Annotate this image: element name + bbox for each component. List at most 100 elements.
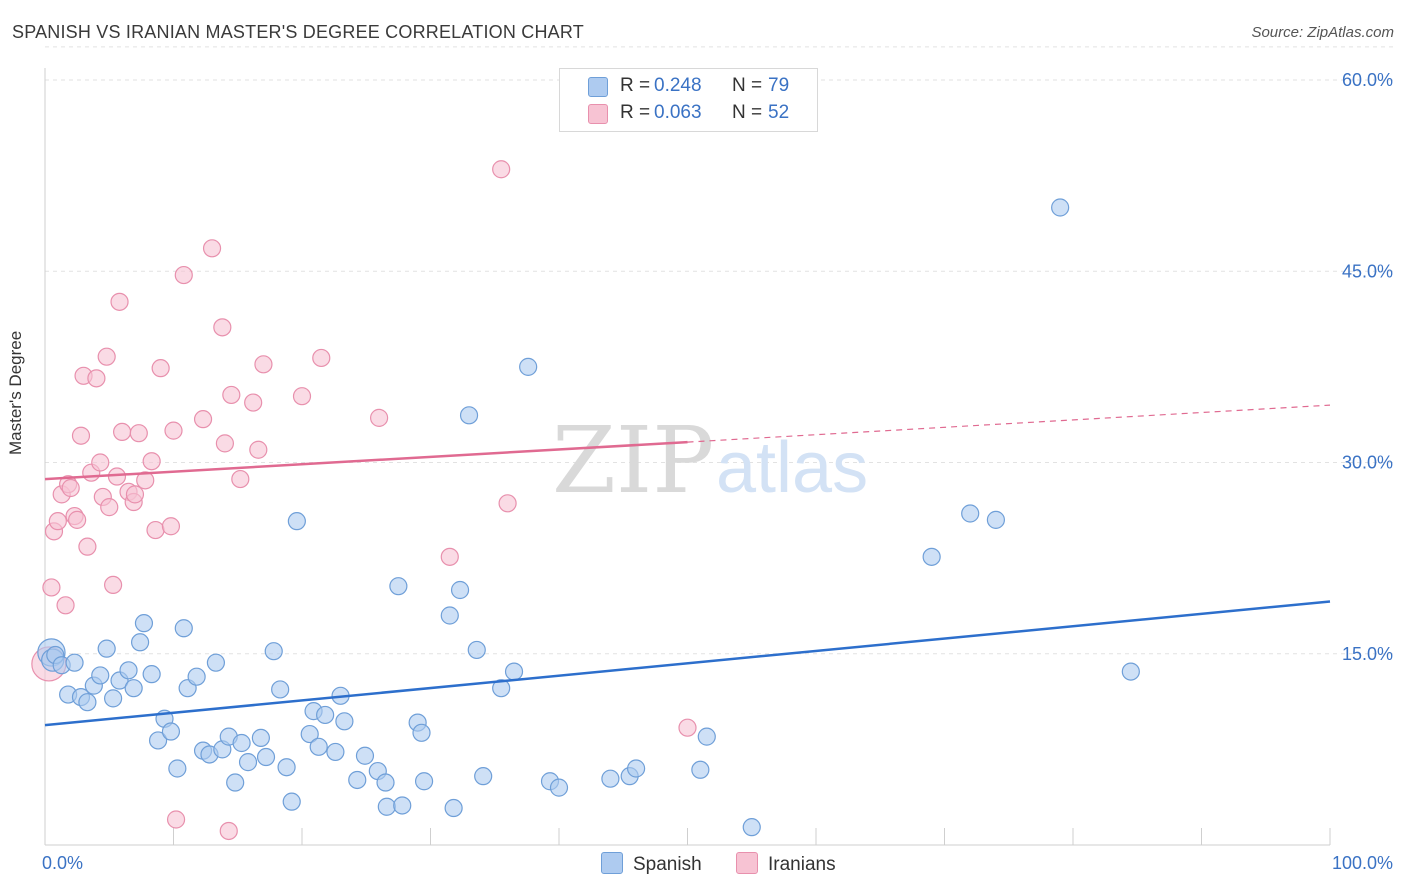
chart-title: SPANISH VS IRANIAN MASTER'S DEGREE CORRE… [12,22,584,42]
spanish-point [282,792,301,811]
spanish-point [467,640,486,660]
y-tick-label: 60.0% [1342,70,1393,90]
spanish-point [287,512,306,531]
spanish-point [326,742,345,762]
spanish-point [474,767,493,786]
iranians-point [142,452,161,471]
iranians-point [61,478,80,498]
iranians-point [231,469,250,489]
spanish-point [389,577,408,596]
stats-legend: R = 0.248 N = 79 R = 0.063 N = 52 [559,68,818,132]
spanish-point [697,727,716,746]
iranians-point [125,485,145,504]
iranians-trend-line [44,440,688,481]
spanish-point [206,653,226,672]
series-legend-label: Iranians [768,854,836,875]
spanish-point [961,504,980,523]
spanish-point [174,619,193,638]
spanish-point [986,510,1006,529]
spanish-point [601,769,620,788]
legend-r-label: R = [620,102,651,123]
gridlines [45,46,1395,655]
spanish-point [251,728,270,748]
spanish-point [309,737,328,756]
iranians-point [440,547,459,566]
series-legend-spanish[interactable]: Spanish [601,852,702,876]
iranians-point [678,718,697,737]
spanish-point [335,712,354,731]
iranians-swatch [736,852,758,874]
iranians-point [56,596,75,615]
iranians-point [48,512,67,531]
spanish-point [232,733,251,753]
x-tick-labels: 0.0% 100.0% [42,853,1393,873]
iranians-point [78,537,97,556]
spanish-point [1051,198,1070,217]
spanish-point [226,773,245,792]
y-tick-label: 15.0% [1342,644,1393,664]
series-legend-iranians[interactable]: Iranians [736,852,836,876]
spanish-point [414,772,434,791]
spanish-point [148,731,168,750]
iranians-point [215,434,234,453]
spanish-swatch [601,852,623,874]
spanish-point [440,606,459,625]
spanish-point [161,722,181,741]
iranians-point [174,265,193,285]
iranians-point [129,424,148,443]
spanish-point [691,760,710,779]
spanish-point [412,723,431,742]
iranians-point [492,160,511,179]
spanish-point [124,679,143,698]
iranians-point [254,355,273,374]
iranians-point [166,810,186,829]
iranians-point [202,239,222,258]
x-tick-label: 100.0% [1332,853,1393,873]
y-tick-label: 30.0% [1342,453,1393,473]
spanish-point [626,759,646,778]
iranians-point [498,494,517,513]
iranians-point [87,369,106,388]
iranians-point [68,510,87,529]
iranians-point [71,426,91,445]
spanish-point [271,680,290,699]
spanish-point [450,580,470,600]
iranians-point [244,393,263,412]
spanish-point [376,773,395,792]
iranians-point [222,385,241,405]
spanish-point [316,705,335,725]
spanish-point [119,661,138,680]
spanish-point [504,662,524,681]
axes [44,68,1331,846]
spanish-point [277,758,296,777]
spanish-point [459,406,479,425]
spanish-point [134,614,154,633]
spanish-point [65,653,84,672]
spanish-point [300,724,319,744]
spanish-point [492,679,511,698]
iranians-point [146,520,165,540]
iranians-point [292,387,312,406]
spanish-point [130,633,150,652]
iranians-point [213,318,232,337]
legend-r-value: 0.248 [654,75,702,96]
spanish-point [256,747,276,767]
spanish-point [377,797,396,816]
spanish-point [187,667,206,686]
spanish-points [37,198,1140,837]
iranians-swatch [588,104,608,124]
legend-n-label: N = [732,102,763,123]
iranians-point [42,578,61,597]
y-axis-label: Master's Degree [6,330,25,455]
series-legend-label: Spanish [633,854,702,875]
iranians-point [161,517,181,536]
spanish-point [142,665,161,684]
trend-lines [44,404,1331,727]
iranians-point [370,408,389,427]
iranians-point [110,292,129,311]
spanish-point [444,798,463,818]
spanish-point [1121,662,1140,681]
y-tick-label: 45.0% [1342,261,1393,281]
iranians-point [112,422,132,441]
